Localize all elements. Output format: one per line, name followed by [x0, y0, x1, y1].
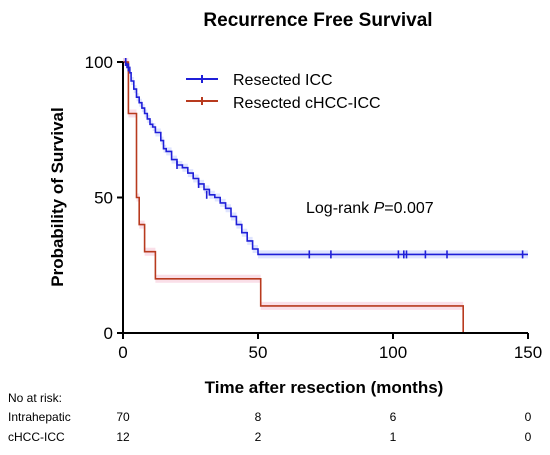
- x-tick-label: 50: [249, 343, 268, 362]
- legend-label-icc: Resected ICC: [233, 72, 333, 89]
- x-tick-label: 100: [379, 343, 407, 362]
- y-tick-label: 100: [85, 53, 113, 72]
- risk-value: 0: [525, 410, 532, 424]
- chart-title: Recurrence Free Survival: [203, 10, 432, 31]
- legend-label-chcc: Resected cHCC-ICC: [233, 95, 381, 112]
- curve-series-1: [123, 61, 464, 333]
- x-tick-label: 0: [118, 343, 127, 362]
- risk-values: 70 8 6 0 12 2 1 0: [116, 410, 531, 444]
- y-axis-title: Probability of Survival: [48, 107, 67, 287]
- band-series-1: [123, 58, 464, 337]
- censor-marks: [124, 58, 524, 259]
- x-tick-label: 150: [514, 343, 542, 362]
- y-tick-label: 0: [104, 324, 113, 343]
- risk-value: 70: [116, 410, 130, 424]
- risk-value: 0: [525, 430, 532, 444]
- x-axis-title: Time after resection (months): [205, 378, 444, 397]
- risk-value: 8: [255, 410, 262, 424]
- survival-curves: [123, 61, 528, 333]
- risk-table-header: No at risk:: [8, 391, 62, 405]
- y-tick-label: 50: [94, 189, 113, 208]
- logrank-annotation: Log-rank P=0.007: [306, 200, 434, 217]
- legend: Resected ICC Resected cHCC-ICC: [186, 72, 381, 112]
- risk-value: 1: [390, 430, 397, 444]
- risk-row-label-chcc: cHCC-ICC: [8, 430, 65, 444]
- risk-value: 12: [116, 430, 130, 444]
- risk-value: 6: [390, 410, 397, 424]
- risk-row-label-intrahepatic: Intrahepatic: [8, 410, 71, 424]
- curve-series-0: [123, 61, 528, 256]
- risk-value: 2: [255, 430, 262, 444]
- axis-ticks: 0 50 100 0 50 100 150: [85, 53, 543, 362]
- risk-table: No at risk: Intrahepatic cHCC-ICC 70 8 6 0 1…: [8, 391, 532, 444]
- confidence-bands: [123, 58, 528, 337]
